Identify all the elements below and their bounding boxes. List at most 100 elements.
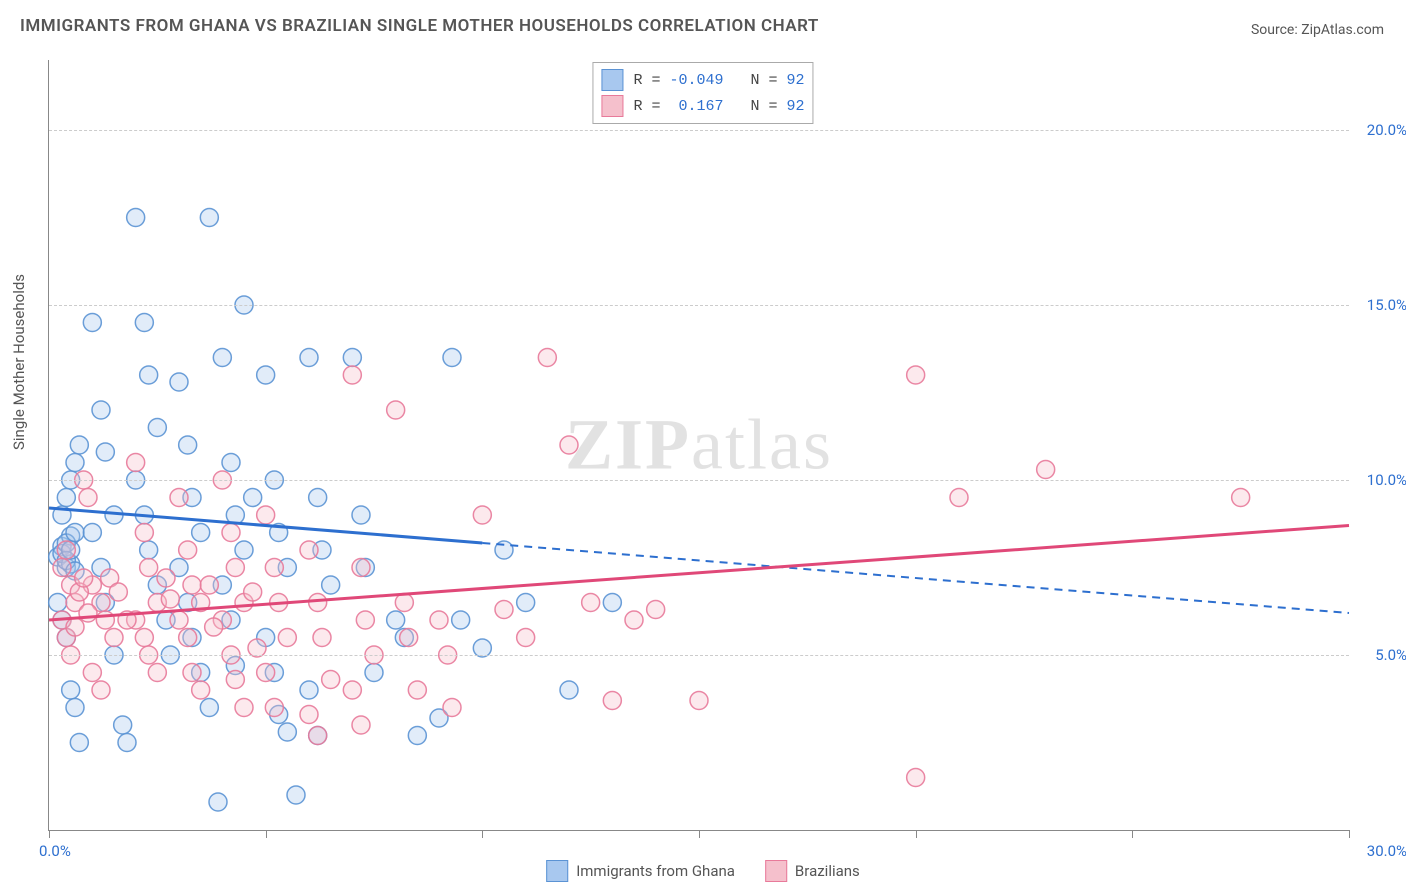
data-point — [135, 629, 153, 647]
data-point — [603, 594, 621, 612]
data-point — [96, 611, 114, 629]
data-point — [257, 366, 275, 384]
data-point — [322, 671, 340, 689]
legend-swatch-pink — [765, 860, 787, 882]
data-point — [192, 681, 210, 699]
data-point — [443, 349, 461, 367]
data-point — [66, 454, 84, 472]
data-point — [92, 401, 110, 419]
data-point — [473, 506, 491, 524]
data-point — [179, 629, 197, 647]
data-point — [560, 436, 578, 454]
series-legend: Immigrants from Ghana Brazilians — [546, 860, 860, 882]
data-point — [57, 541, 75, 559]
y-tick-label: 15.0% — [1367, 296, 1406, 314]
y-tick-label: 5.0% — [1375, 646, 1406, 664]
data-point — [179, 436, 197, 454]
data-point — [140, 559, 158, 577]
data-point — [170, 373, 188, 391]
data-point — [244, 489, 262, 507]
data-point — [75, 569, 93, 587]
legend-swatch-blue — [546, 860, 568, 882]
data-point — [70, 436, 88, 454]
data-point — [200, 576, 218, 594]
data-point — [907, 366, 925, 384]
data-point — [1037, 461, 1055, 479]
x-tick — [1349, 830, 1350, 838]
gridline — [49, 480, 1349, 481]
source-prefix: Source: — [1251, 22, 1301, 38]
data-point — [127, 454, 145, 472]
y-tick-label: 10.0% — [1367, 471, 1406, 489]
data-point — [135, 524, 153, 542]
gridline — [49, 305, 1349, 306]
data-point — [352, 506, 370, 524]
data-point — [443, 699, 461, 717]
legend-stats-row: R = 0.167 N = 92 — [601, 93, 804, 119]
x-tick — [482, 830, 483, 838]
data-point — [179, 541, 197, 559]
legend-label: Brazilians — [795, 862, 860, 880]
data-point — [309, 727, 327, 745]
data-point — [183, 576, 201, 594]
plot-area: ZIPatlas 0.0% 30.0% 5.0%10.0%15.0%20.0% — [48, 60, 1349, 831]
data-point — [200, 699, 218, 717]
data-point — [161, 590, 179, 608]
x-tick — [916, 830, 917, 838]
data-point — [49, 594, 67, 612]
data-point — [517, 629, 535, 647]
correlation-chart: IMMIGRANTS FROM GHANA VS BRAZILIAN SINGL… — [0, 0, 1406, 892]
trend-line-solid — [49, 526, 1349, 621]
data-point — [265, 699, 283, 717]
data-point — [66, 524, 84, 542]
data-point — [309, 489, 327, 507]
x-tick — [49, 830, 50, 838]
data-point — [226, 671, 244, 689]
source-link[interactable]: ZipAtlas.com — [1301, 22, 1384, 38]
data-point — [278, 723, 296, 741]
data-point — [343, 366, 361, 384]
data-point — [183, 664, 201, 682]
data-point — [408, 727, 426, 745]
data-point — [114, 716, 132, 734]
data-point — [300, 541, 318, 559]
data-point — [57, 489, 75, 507]
data-point — [257, 506, 275, 524]
data-point — [148, 419, 166, 437]
data-point — [105, 629, 123, 647]
data-point — [560, 681, 578, 699]
data-point — [157, 569, 175, 587]
legend-swatch-blue — [601, 69, 623, 91]
legend-item: Immigrants from Ghana — [546, 860, 735, 882]
data-point — [690, 692, 708, 710]
data-point — [300, 349, 318, 367]
data-point — [170, 489, 188, 507]
data-point — [235, 541, 253, 559]
data-point — [287, 786, 305, 804]
data-point — [647, 601, 665, 619]
correlation-stats-legend: R = -0.049 N = 92 R = 0.167 N = 92 — [592, 62, 813, 124]
legend-label: Immigrants from Ghana — [576, 862, 735, 880]
legend-item: Brazilians — [765, 860, 860, 882]
data-point — [62, 681, 80, 699]
data-point — [83, 664, 101, 682]
data-point — [148, 664, 166, 682]
legend-stats-text: R = -0.049 N = 92 — [633, 72, 804, 89]
data-point — [222, 454, 240, 472]
data-point — [387, 401, 405, 419]
data-point — [205, 618, 223, 636]
gridline — [49, 655, 1349, 656]
data-point — [192, 524, 210, 542]
data-point — [170, 611, 188, 629]
gridline — [49, 130, 1349, 131]
data-point — [300, 681, 318, 699]
x-tick — [699, 830, 700, 838]
legend-stats-row: R = -0.049 N = 92 — [601, 67, 804, 93]
y-tick-label: 20.0% — [1367, 121, 1406, 139]
data-point — [387, 611, 405, 629]
data-point — [109, 583, 127, 601]
data-point — [244, 583, 262, 601]
data-point — [213, 349, 231, 367]
data-point — [430, 611, 448, 629]
x-tick — [266, 830, 267, 838]
